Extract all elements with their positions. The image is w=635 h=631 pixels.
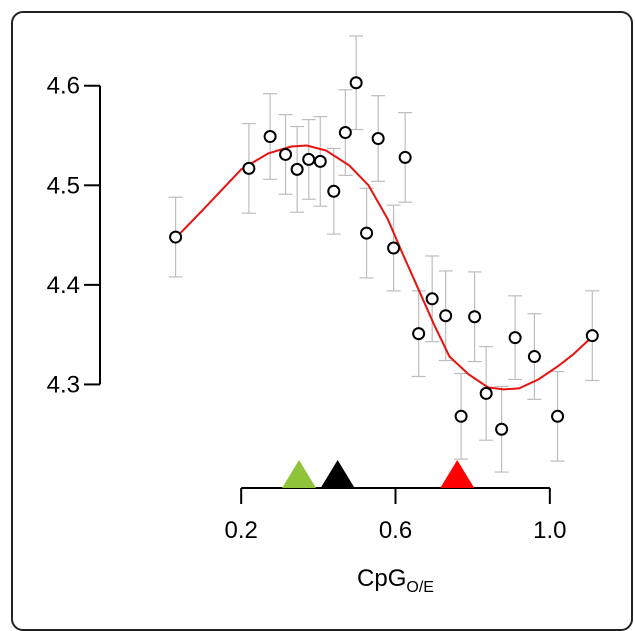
data-point <box>242 161 256 175</box>
y-tick-label: 4.3 <box>47 371 80 398</box>
data-point <box>585 329 599 343</box>
data-point <box>327 184 341 198</box>
data-point <box>468 310 482 324</box>
error-bars <box>168 35 600 473</box>
triangle-marker <box>320 460 355 488</box>
triangle-marker <box>440 460 475 488</box>
data-point <box>387 241 401 255</box>
data-point <box>360 226 374 240</box>
data-point <box>425 292 439 306</box>
data-point <box>454 409 468 423</box>
data-point <box>495 422 509 436</box>
data-point <box>263 130 277 144</box>
data-point <box>412 327 426 341</box>
data-point <box>290 162 304 176</box>
x-axis-title: CpGO/E <box>357 565 434 596</box>
data-point <box>439 309 453 323</box>
y-tick-label: 4.5 <box>47 172 80 199</box>
triangle-marker <box>282 460 317 488</box>
scatter-chart: 4.3 4.4 4.5 4.6 0.2 0.6 1.0 CpGO/E <box>47 35 600 596</box>
data-point <box>302 152 316 166</box>
data-point <box>169 230 183 244</box>
x-axis: 0.2 0.6 1.0 <box>224 487 567 544</box>
y-axis: 4.3 4.4 4.5 4.6 <box>47 73 101 398</box>
triangle-markers <box>282 460 475 488</box>
x-tick-label: 1.0 <box>533 517 566 544</box>
data-point <box>371 132 385 146</box>
data-point <box>349 76 363 90</box>
data-point <box>479 386 493 400</box>
fit-curve <box>174 144 593 391</box>
x-tick-label: 0.6 <box>379 517 412 544</box>
data-points <box>169 76 599 436</box>
y-tick-label: 4.6 <box>47 73 80 100</box>
y-tick-label: 4.4 <box>47 272 80 299</box>
data-point <box>398 150 412 164</box>
data-point <box>508 331 522 345</box>
x-tick-label: 0.2 <box>224 517 257 544</box>
data-point <box>313 154 327 168</box>
data-point <box>527 350 541 364</box>
data-point <box>279 147 293 161</box>
data-point <box>551 409 565 423</box>
data-point <box>338 126 352 140</box>
